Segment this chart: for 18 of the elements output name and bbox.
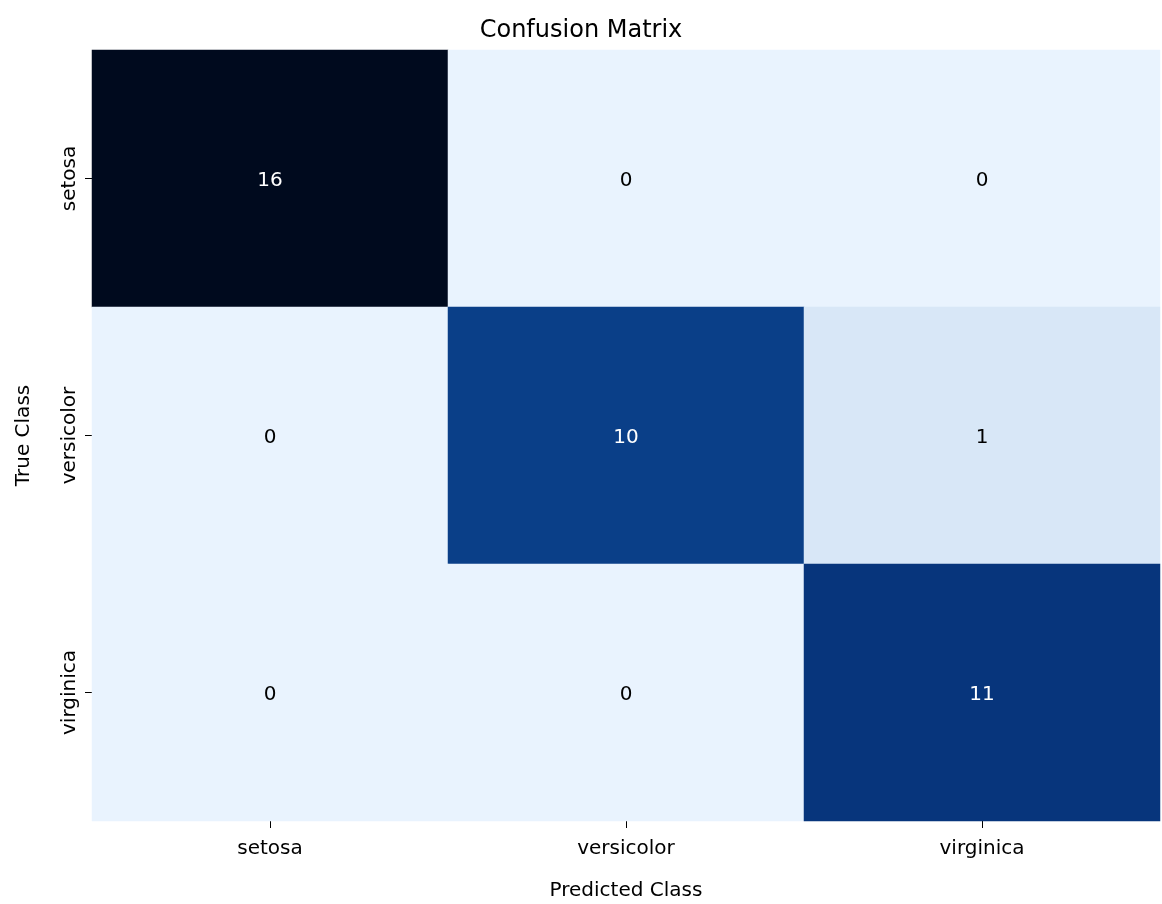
data-label: 0 xyxy=(263,680,277,705)
x-tick-label: setosa xyxy=(237,835,303,859)
y-tick-label: virginica xyxy=(56,650,80,735)
y-tick-label: versicolor xyxy=(56,385,80,485)
data-label: 16 xyxy=(257,166,283,191)
chart-title: Confusion Matrix xyxy=(479,15,683,43)
y-axis-title: True Class xyxy=(10,384,34,488)
data-label: 0 xyxy=(619,680,633,705)
y-tick-label: setosa xyxy=(56,145,80,212)
data-label: 0 xyxy=(263,423,277,448)
data-label: 1 xyxy=(975,423,989,448)
data-label: 10 xyxy=(613,423,639,448)
x-axis-title: Predicted Class xyxy=(549,877,703,901)
data-label: 11 xyxy=(969,680,995,705)
x-tick-label: versicolor xyxy=(577,835,676,859)
data-label: 0 xyxy=(975,166,989,191)
data-label: 0 xyxy=(619,166,633,191)
x-tick-label: virginica xyxy=(939,835,1025,859)
